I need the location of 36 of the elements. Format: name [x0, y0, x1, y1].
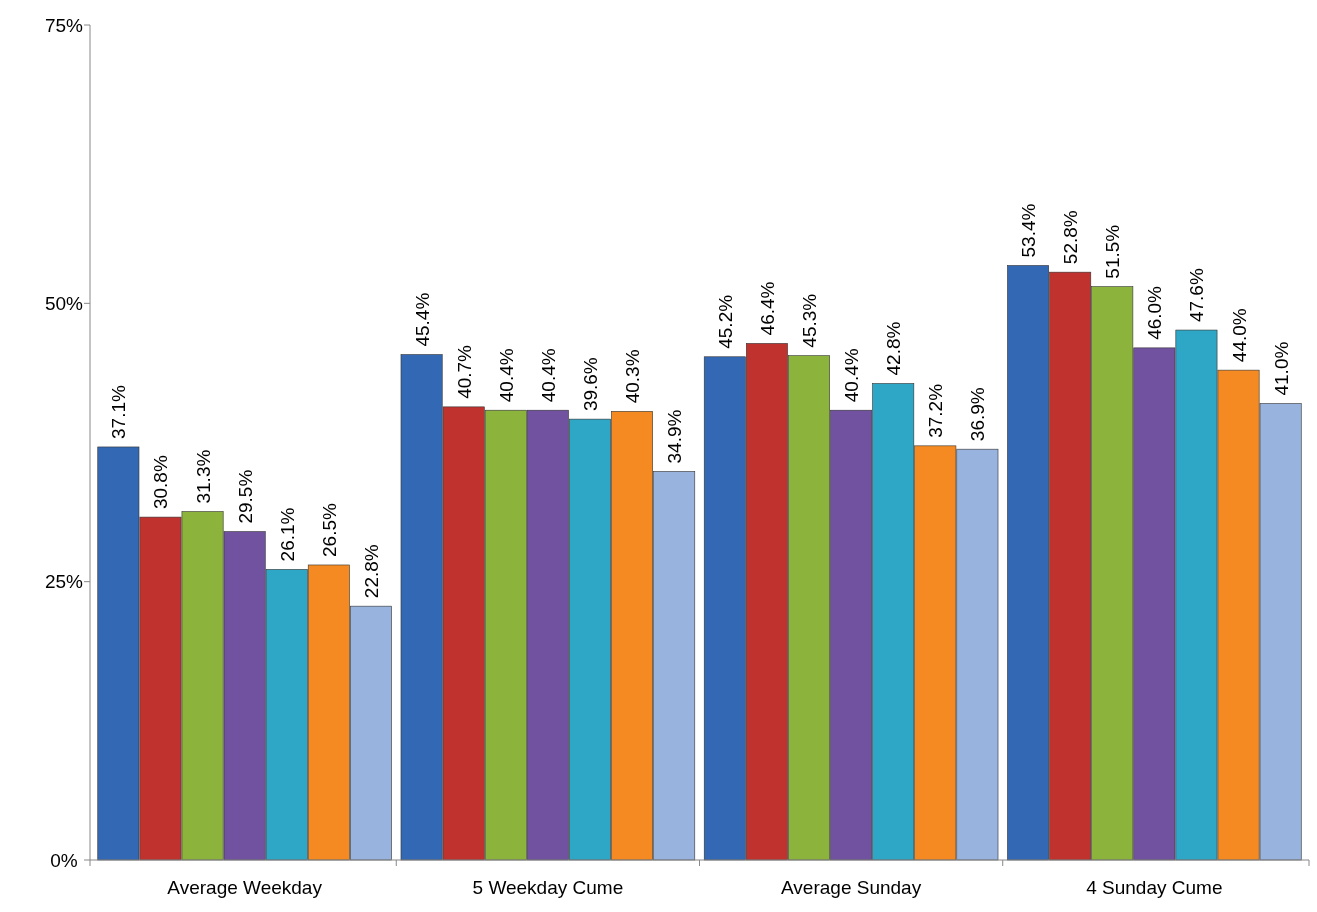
y-tick-label: 0% — [50, 849, 78, 871]
data-label: 42.8% — [883, 321, 905, 376]
data-label: 39.6% — [579, 357, 601, 412]
data-label: 40.3% — [622, 349, 644, 404]
x-tick-label: Average Weekday — [167, 877, 323, 898]
data-label: 40.4% — [495, 348, 517, 403]
data-label: 40.4% — [537, 348, 559, 403]
data-label: 46.0% — [1144, 285, 1166, 340]
data-label: 26.5% — [318, 502, 340, 557]
data-label: 45.4% — [411, 292, 433, 347]
x-tick-label: Average Sunday — [781, 877, 922, 898]
data-label: 36.9% — [967, 387, 989, 442]
data-label: 31.3% — [192, 449, 214, 504]
data-label: 37.1% — [108, 384, 130, 439]
data-label: 34.9% — [664, 409, 686, 464]
data-label: 26.1% — [276, 507, 298, 562]
y-tick-label: 50% — [44, 292, 84, 314]
data-label: 29.5% — [234, 469, 256, 524]
data-label: 51.5% — [1102, 224, 1124, 279]
y-tick-label: 25% — [44, 571, 84, 593]
data-label: 53.4% — [1018, 203, 1040, 258]
data-label: 41.0% — [1270, 341, 1292, 396]
x-tick-label: 4 Sunday Cume — [1086, 877, 1223, 898]
y-tick-label: 75% — [44, 14, 84, 36]
data-label: 40.7% — [453, 344, 475, 399]
data-label: 45.3% — [799, 293, 821, 348]
data-label: 22.8% — [360, 544, 382, 599]
data-label: 44.0% — [1228, 308, 1250, 363]
x-tick-label: 5 Weekday Cume — [472, 877, 624, 898]
data-label: 45.2% — [714, 294, 736, 349]
data-label: 46.4% — [756, 281, 778, 336]
data-label: 37.2% — [925, 383, 947, 438]
data-label: 47.6% — [1186, 268, 1208, 323]
data-label: 52.8% — [1060, 210, 1082, 265]
data-label: 30.8% — [150, 455, 172, 510]
data-label: 40.4% — [841, 348, 863, 403]
